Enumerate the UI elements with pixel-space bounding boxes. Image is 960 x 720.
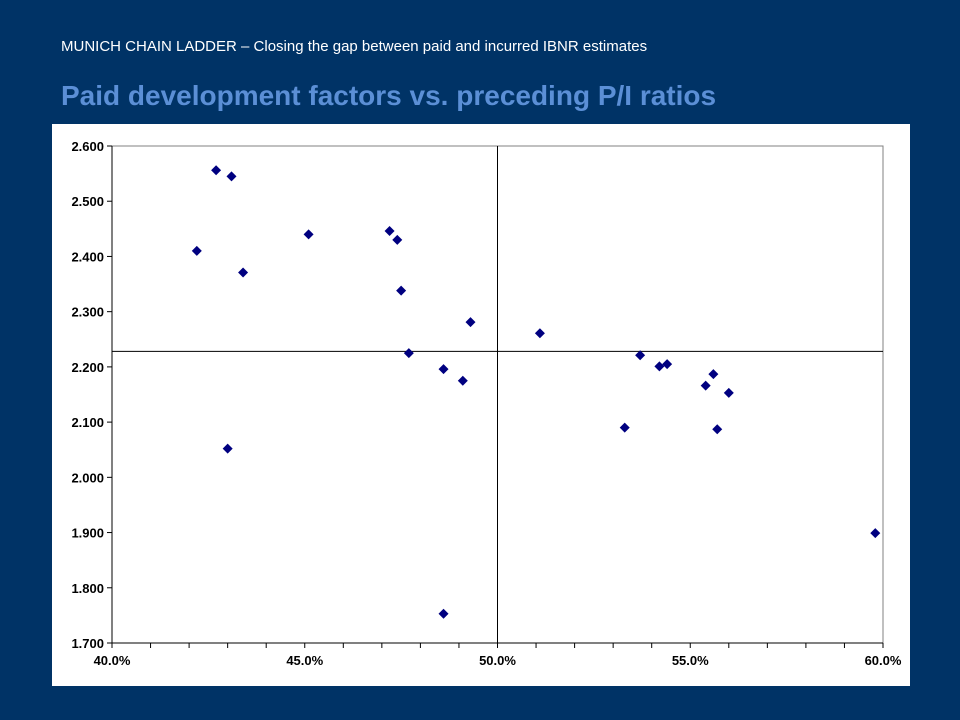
data-point: [534, 328, 545, 339]
data-point: [438, 364, 449, 375]
y-tick-label: 1.700: [71, 636, 104, 651]
data-point: [238, 267, 249, 278]
y-tick-label: 2.200: [71, 360, 104, 375]
data-point: [619, 422, 630, 433]
x-tick-label: 45.0%: [286, 653, 323, 668]
y-tick-label: 2.000: [71, 470, 104, 485]
data-point: [211, 165, 222, 176]
scatter-chart: 1.700 1.800 1.900 2.000 2.100 2.200 2.300 2.400…: [71, 139, 902, 668]
data-point: [457, 375, 468, 386]
data-point: [700, 380, 711, 391]
y-tick-label: 1.800: [71, 581, 104, 596]
chart-panel: 1.700 1.800 1.900 2.000 2.100 2.200 2.300 2.400…: [52, 124, 910, 686]
y-tick-label: 2.100: [71, 415, 104, 430]
data-point: [403, 348, 414, 359]
data-point: [226, 171, 237, 182]
data-point: [635, 350, 646, 361]
data-point: [191, 245, 202, 256]
data-point: [654, 361, 665, 372]
y-tick-label: 1.900: [71, 526, 104, 541]
data-point: [723, 387, 734, 398]
data-point: [396, 285, 407, 296]
y-tick-label: 2.300: [71, 305, 104, 320]
slide-subtitle: MUNICH CHAIN LADDER – Closing the gap be…: [61, 38, 648, 55]
data-point: [392, 234, 403, 245]
data-point: [870, 528, 881, 539]
data-point: [708, 369, 719, 380]
y-tick-label: 2.400: [71, 249, 104, 264]
x-tick-label: 50.0%: [479, 653, 516, 668]
data-point: [384, 226, 395, 237]
data-point: [303, 229, 314, 240]
data-point: [438, 608, 449, 619]
data-point: [465, 317, 476, 328]
y-tick-label: 2.600: [71, 139, 104, 154]
slide-title: Paid development factors vs. preceding P…: [61, 80, 717, 111]
x-tick-label: 55.0%: [672, 653, 709, 668]
data-point: [662, 359, 673, 370]
y-tick-label: 2.500: [71, 194, 104, 209]
x-tick-label: 40.0%: [94, 653, 131, 668]
data-point: [712, 424, 723, 435]
x-tick-label: 60.0%: [865, 653, 902, 668]
data-point: [222, 443, 233, 454]
